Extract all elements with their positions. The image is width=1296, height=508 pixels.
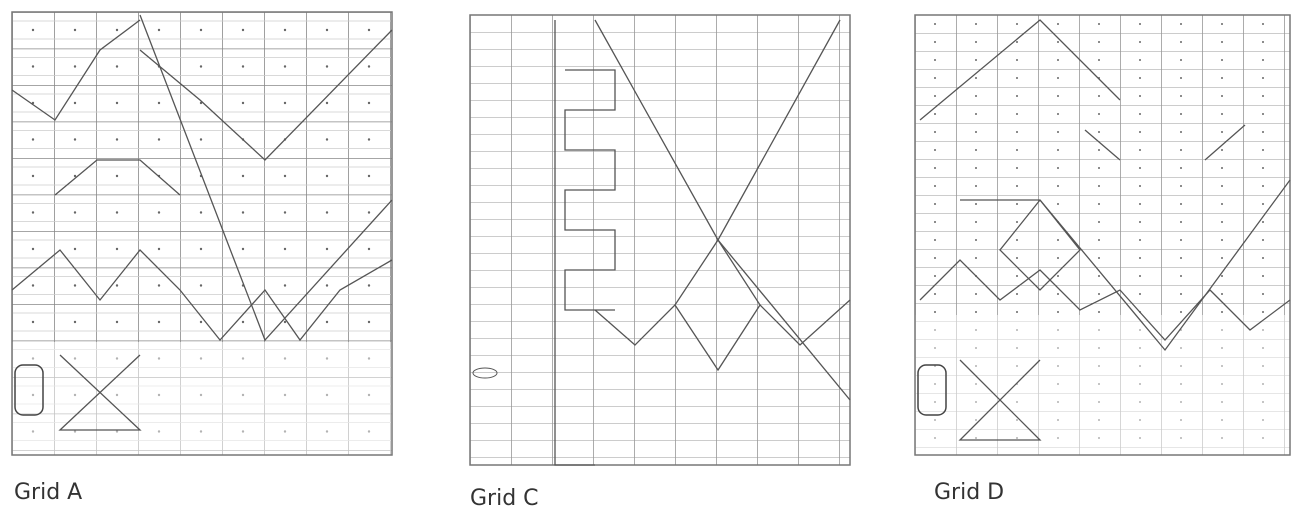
grid-a [12, 12, 392, 455]
grid-c [470, 15, 850, 465]
panel-label: Grid A [14, 480, 82, 505]
panel-label: Grid D [934, 480, 1004, 505]
panel-label: Grid C [470, 486, 539, 508]
grids [0, 0, 1296, 508]
page: Grid A Grid C Grid D [0, 0, 1296, 508]
grid-d [915, 15, 1290, 455]
